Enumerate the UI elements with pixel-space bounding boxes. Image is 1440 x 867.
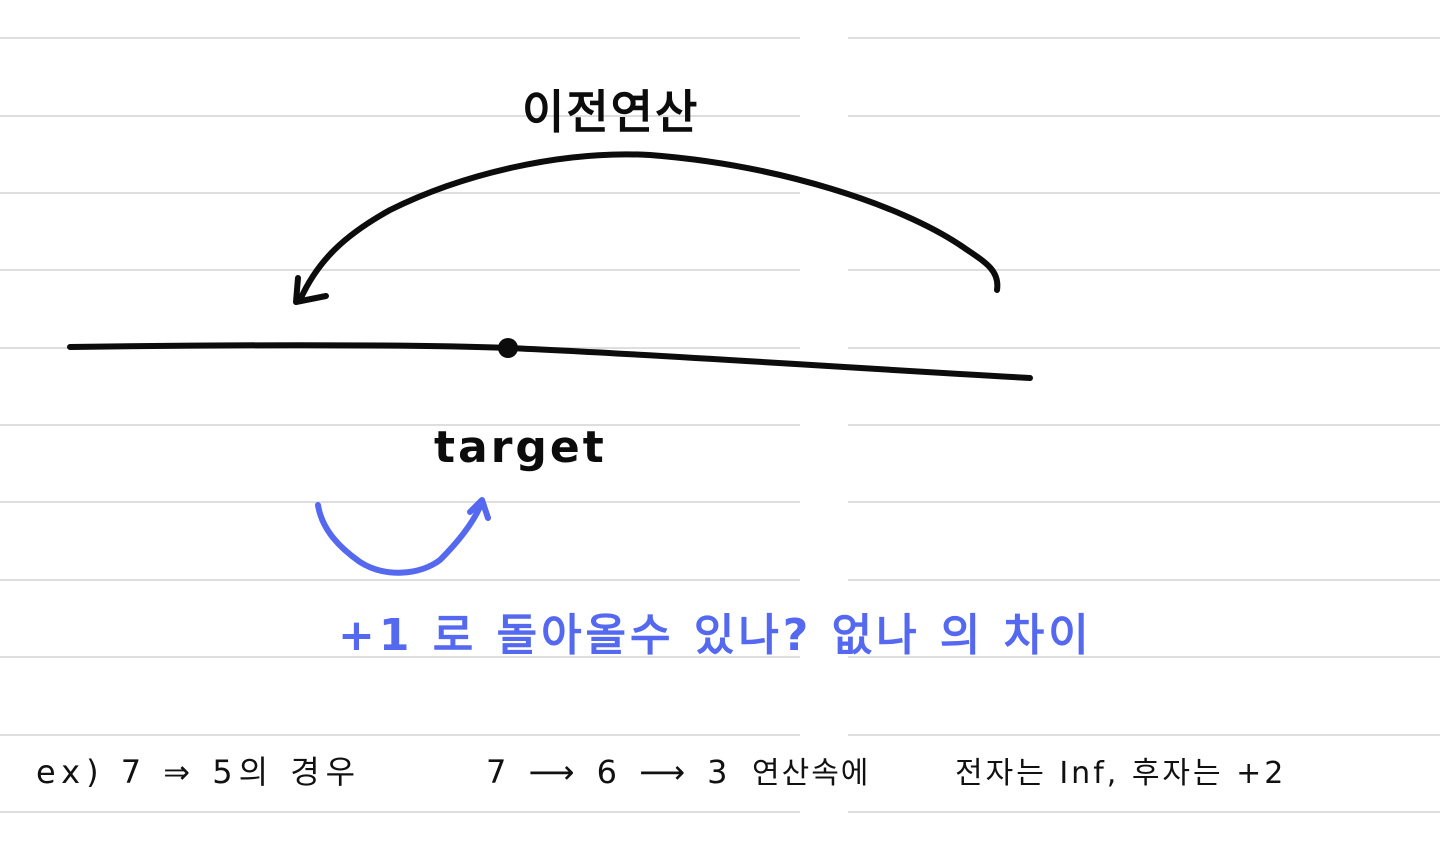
question-text: +1 로 돌아올수 있나? 없나 의 차이 [338,610,1093,661]
ruled-lines [0,37,1440,813]
plus-one-arrowhead [467,497,491,521]
previous-operation-arc [297,151,1001,303]
example-prefix: ex) 7 ⇒ 5의 경우 [36,753,361,791]
target-point [498,338,518,358]
previous-operation-label: 이전연산 [522,85,699,139]
example-middle: 연산속에 [752,756,870,791]
target-label: target [434,422,607,473]
number-line [67,342,1033,381]
previous-operation-arrowhead [293,275,329,305]
example-suffix: 전자는 Inf, 후자는 +2 [955,756,1286,791]
example-sequence: 7 ⟶ 6 ⟶ 3 [486,753,734,791]
plus-one-arc [315,499,485,576]
